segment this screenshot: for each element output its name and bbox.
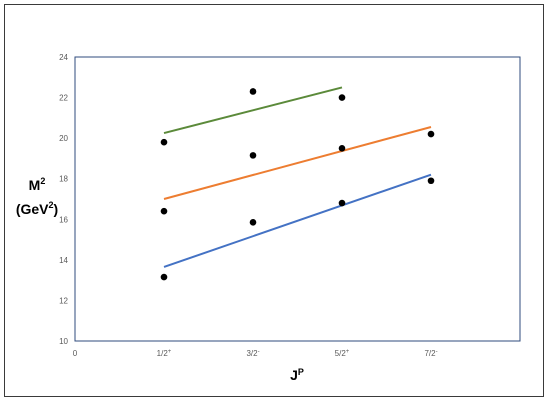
x-tick-label: 1/2+: [157, 349, 172, 358]
x-tick-label: 5/2+: [335, 349, 350, 358]
y-tick-label: 18: [59, 175, 68, 184]
data-point-1: [160, 273, 168, 281]
y-tick-label: 14: [59, 256, 68, 265]
data-point-7: [338, 199, 346, 207]
trend-line-2: [163, 126, 432, 200]
x-tick-label: 0: [73, 349, 78, 358]
data-point-2: [160, 207, 168, 215]
data-point-5: [249, 152, 257, 159]
data-point-3: [160, 138, 168, 146]
x-axis-label: JP: [290, 367, 304, 383]
data-point-11: [427, 130, 435, 138]
data-points: [160, 88, 435, 281]
data-point-6: [249, 88, 257, 95]
trend-line-1: [163, 173, 432, 268]
data-point-10: [427, 177, 435, 185]
y-tick-label: 24: [59, 53, 68, 62]
y-axis-label-line1: M2: [29, 176, 46, 193]
y-tick-labels: 10 12 14 16 18 20 22 24: [59, 53, 68, 346]
data-point-8: [338, 144, 346, 152]
x-tick-label: 7/2-: [424, 349, 437, 358]
trend-line-3: [163, 86, 343, 135]
plot-area: [74, 56, 521, 342]
x-tick-label: 3/2-: [246, 349, 259, 358]
y-tick-label: 12: [59, 296, 68, 305]
data-point-9: [338, 94, 346, 101]
y-axis-label-line2: (GeV2): [16, 200, 58, 217]
y-tick-label: 16: [59, 215, 68, 224]
x-tick-labels: 0 1/2+ 3/2- 5/2+ 7/2-: [73, 349, 438, 358]
data-point-4: [249, 219, 257, 226]
y-tick-label: 22: [59, 94, 68, 103]
y-tick-label: 10: [59, 337, 68, 346]
chart-frame: [4, 4, 544, 397]
trend-lines: [163, 86, 432, 268]
y-tick-label: 20: [59, 134, 68, 143]
